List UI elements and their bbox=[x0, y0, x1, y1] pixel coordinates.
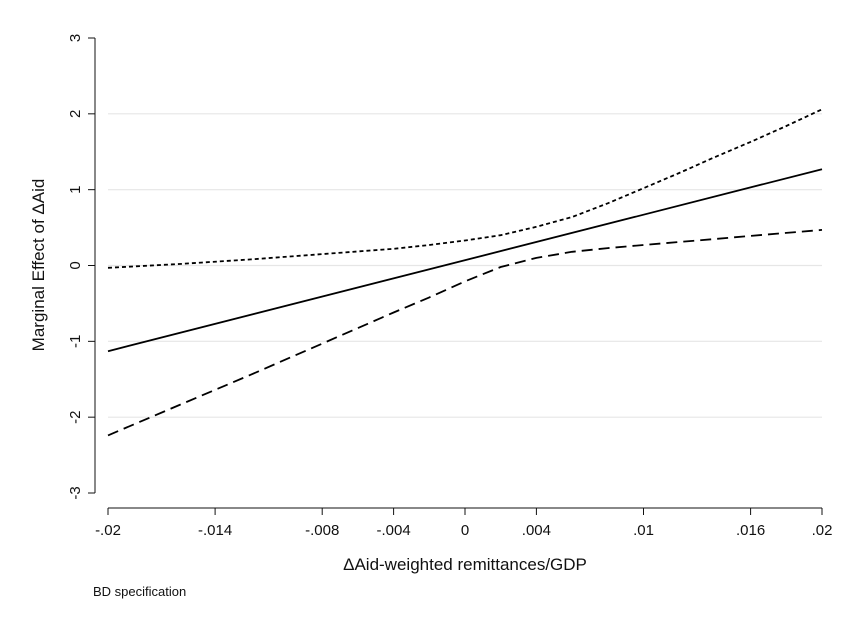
x-tick-label: .02 bbox=[812, 522, 833, 539]
upper-bound-line bbox=[107, 108, 823, 269]
x-tick-label: -.02 bbox=[95, 522, 121, 539]
x-tick-label: -.008 bbox=[305, 522, 339, 539]
y-tick-label: 2 bbox=[67, 110, 84, 118]
y-tick-label: 1 bbox=[67, 185, 84, 193]
series-layer bbox=[107, 108, 823, 437]
x-tick-label: -.004 bbox=[376, 522, 410, 539]
x-tick-label: .004 bbox=[522, 522, 551, 539]
x-tick-label: .01 bbox=[633, 522, 654, 539]
chart-note: BD specification bbox=[93, 584, 186, 599]
y-tick-label: 0 bbox=[67, 261, 84, 269]
lower-bound-line bbox=[107, 229, 823, 437]
y-tick-label: -3 bbox=[67, 486, 84, 499]
axes-layer: -3 -2 -1 0 1 2 3 -.02 -.014 -.008 -.004 0 .004 .01 .01… bbox=[67, 34, 832, 539]
x-axis-title: ΔAid-weighted remittances/GDP bbox=[343, 555, 587, 574]
y-tick-label: -1 bbox=[67, 335, 84, 348]
y-axis-title: Marginal Effect of ΔAid bbox=[29, 179, 48, 352]
x-tick-label: .016 bbox=[736, 522, 765, 539]
grid-layer bbox=[108, 113, 822, 418]
y-tick-label: -2 bbox=[67, 410, 84, 423]
y-tick-label: 3 bbox=[67, 34, 84, 42]
x-tick-label: 0 bbox=[461, 522, 469, 539]
marginal-effect-line bbox=[107, 168, 823, 353]
x-tick-label: -.014 bbox=[198, 522, 232, 539]
